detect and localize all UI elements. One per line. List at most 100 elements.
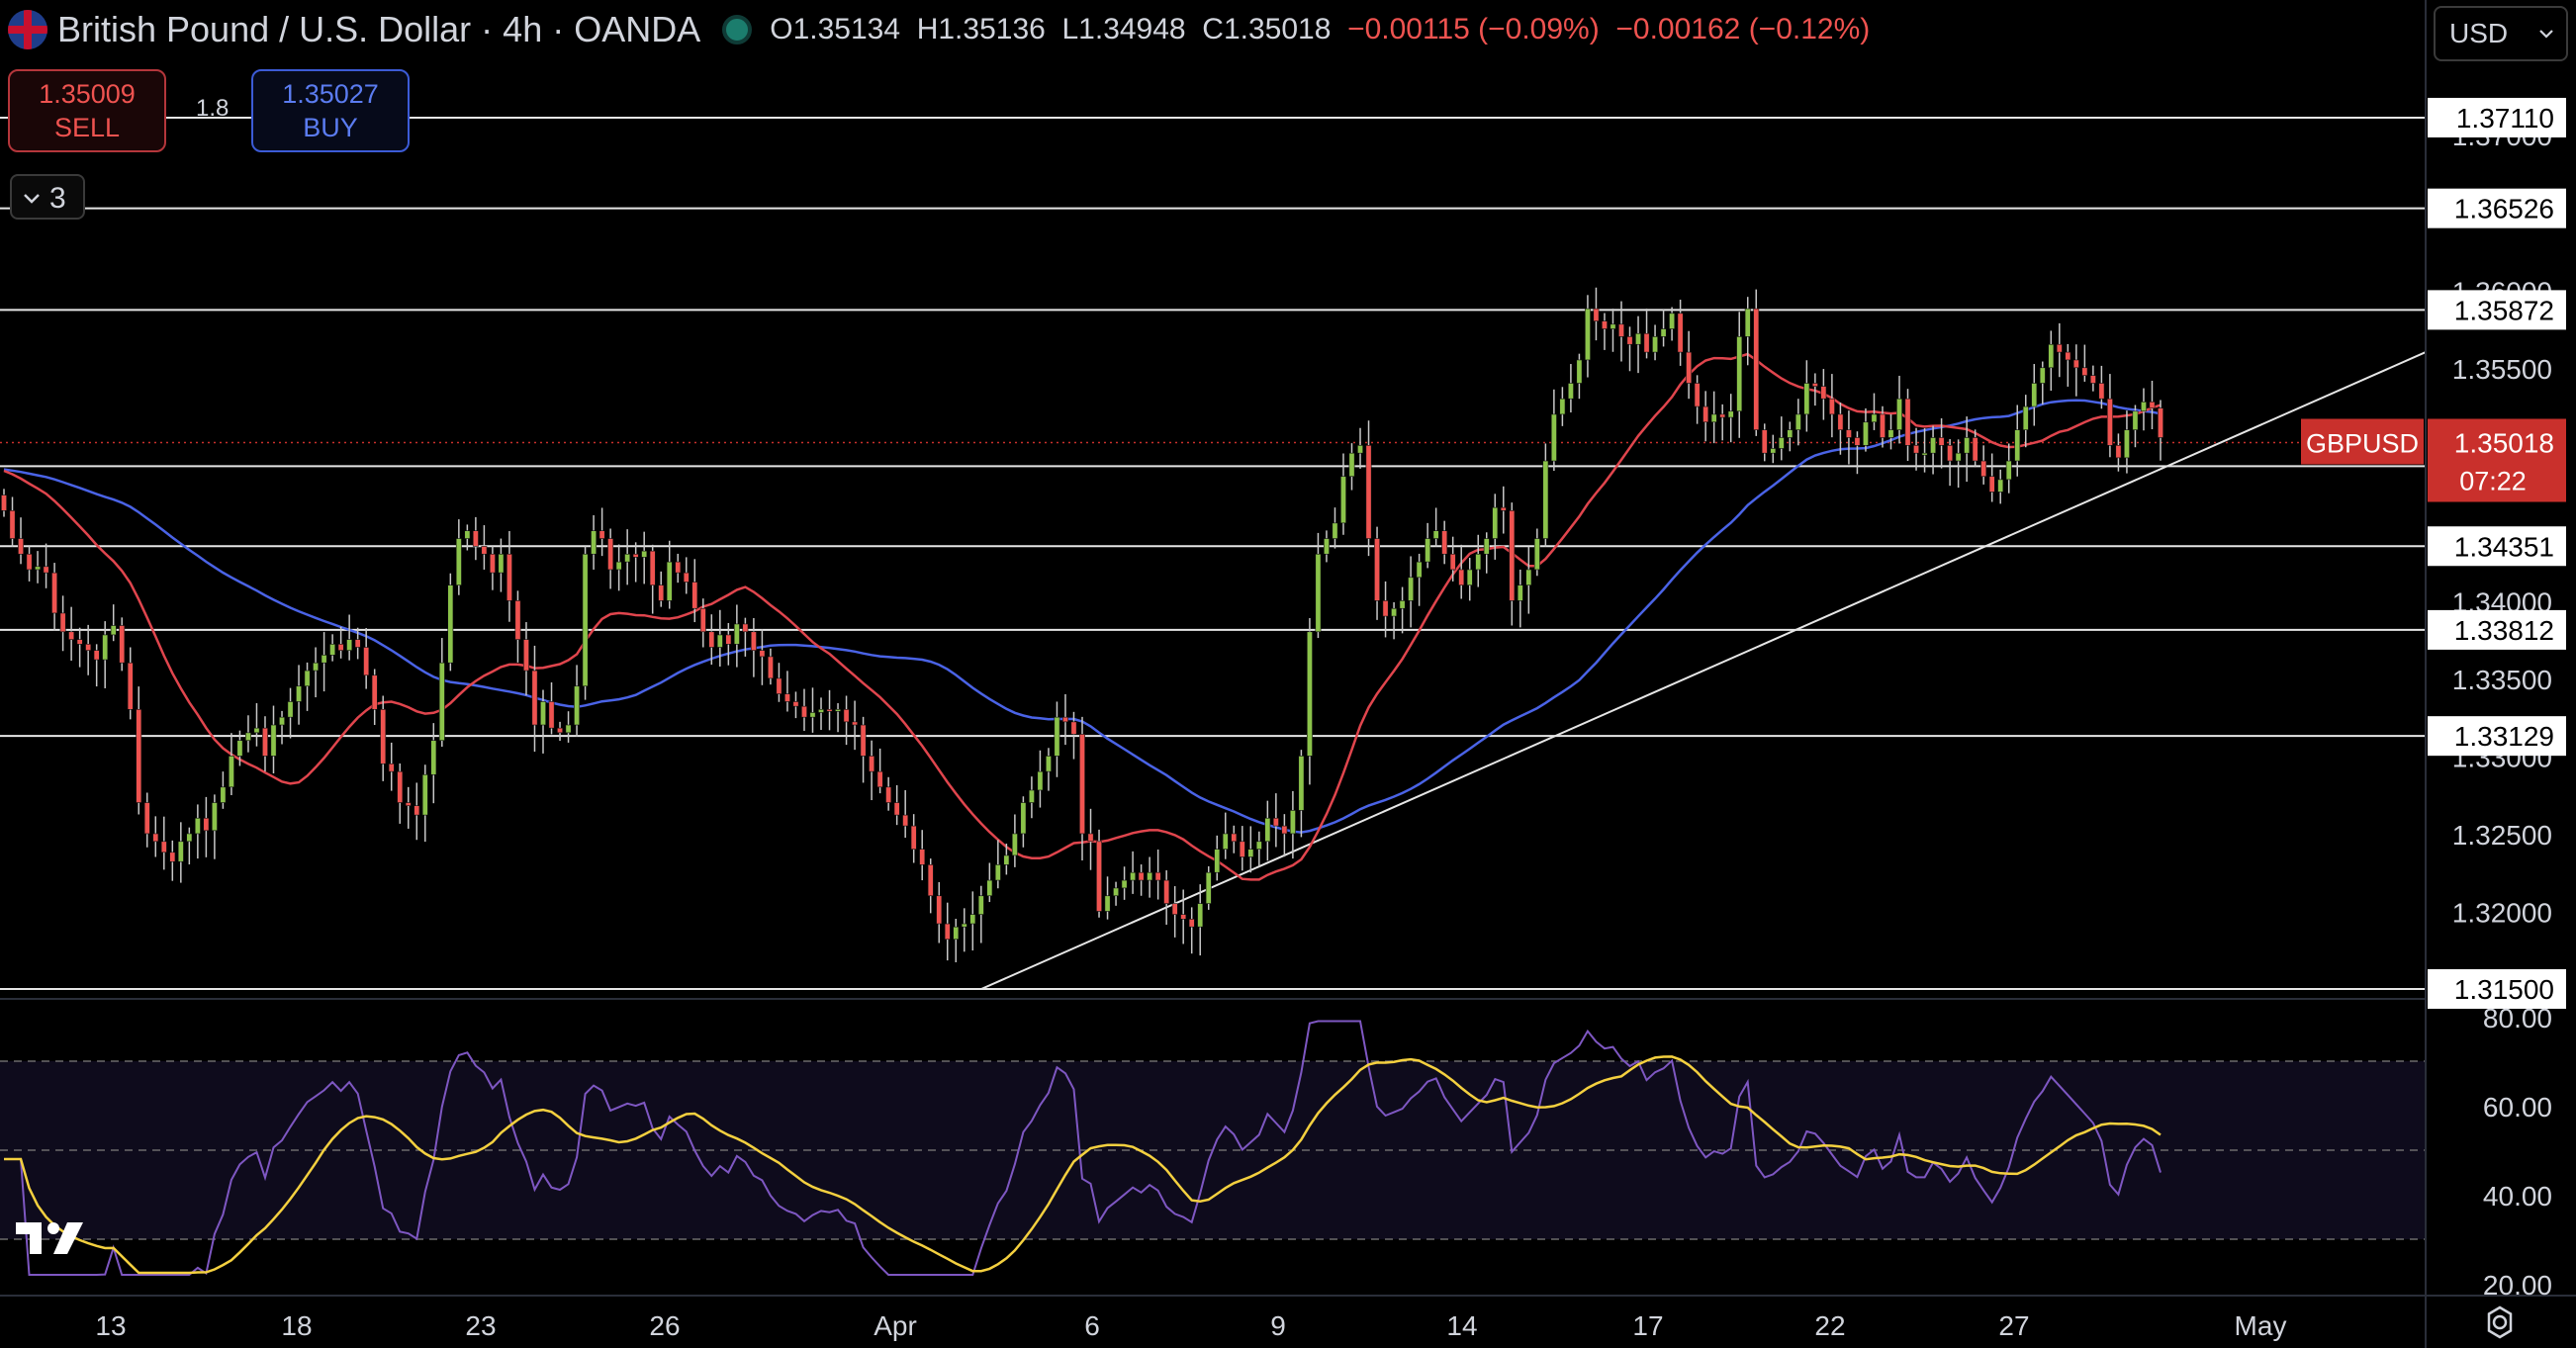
candle-body[interactable] bbox=[649, 550, 656, 585]
candle-body[interactable] bbox=[1770, 448, 1777, 454]
candle-body[interactable] bbox=[1255, 841, 1262, 850]
candle-body[interactable] bbox=[1559, 398, 1566, 415]
candle-body[interactable] bbox=[1483, 538, 1490, 555]
candle-body[interactable] bbox=[1096, 841, 1102, 912]
candle-body[interactable] bbox=[127, 662, 134, 710]
candle-body[interactable] bbox=[430, 740, 437, 775]
candle-body[interactable] bbox=[1794, 413, 1801, 430]
candle-body[interactable] bbox=[1425, 538, 1431, 563]
candle-body[interactable] bbox=[1441, 530, 1448, 555]
candle-body[interactable] bbox=[1466, 569, 1473, 585]
candle-body[interactable] bbox=[203, 817, 210, 832]
candle-body[interactable] bbox=[119, 625, 126, 664]
candle-body[interactable] bbox=[169, 852, 176, 862]
candle-body[interactable] bbox=[279, 716, 285, 726]
candle-body[interactable] bbox=[708, 631, 715, 648]
candle-body[interactable] bbox=[1306, 631, 1313, 757]
interval-label[interactable]: 4h bbox=[503, 9, 543, 49]
candle-body[interactable] bbox=[1980, 460, 1987, 478]
candle-body[interactable] bbox=[1298, 756, 1305, 811]
candle-body[interactable] bbox=[514, 600, 521, 640]
candle-body[interactable] bbox=[2132, 410, 2139, 430]
candle-body[interactable] bbox=[1382, 600, 1389, 617]
candle-body[interactable] bbox=[421, 773, 428, 816]
candle-body[interactable] bbox=[1618, 323, 1624, 337]
candle-body[interactable] bbox=[2106, 398, 2113, 446]
candle-body[interactable] bbox=[1837, 413, 1844, 430]
candle-body[interactable] bbox=[455, 538, 462, 585]
candle-body[interactable] bbox=[683, 572, 690, 583]
candle-body[interactable] bbox=[835, 709, 841, 712]
candle-body[interactable] bbox=[2072, 359, 2079, 369]
candle-body[interactable] bbox=[1231, 833, 1238, 843]
candle-body[interactable] bbox=[994, 864, 1001, 881]
candle-body[interactable] bbox=[927, 864, 934, 897]
candle-body[interactable] bbox=[329, 644, 336, 656]
candle-body[interactable] bbox=[1913, 445, 1919, 454]
candle-body[interactable] bbox=[607, 538, 614, 571]
candle-body[interactable] bbox=[2022, 405, 2029, 430]
candle-body[interactable] bbox=[489, 553, 496, 574]
candle-body[interactable] bbox=[270, 724, 277, 757]
candle-body[interactable] bbox=[1643, 332, 1650, 353]
candle-body[interactable] bbox=[936, 895, 943, 925]
candle-body[interactable] bbox=[405, 802, 412, 806]
candle-body[interactable] bbox=[1517, 584, 1523, 601]
candle-body[interactable] bbox=[1955, 452, 1962, 462]
candle-body[interactable] bbox=[110, 625, 117, 636]
candle-body[interactable] bbox=[1028, 789, 1035, 803]
candle-body[interactable] bbox=[1449, 553, 1456, 571]
candle-body[interactable] bbox=[548, 701, 555, 729]
candle-body[interactable] bbox=[876, 770, 883, 788]
candle-body[interactable] bbox=[792, 701, 799, 707]
candle-body[interactable] bbox=[18, 538, 24, 555]
candle-body[interactable] bbox=[852, 721, 859, 726]
candle-body[interactable] bbox=[1399, 600, 1406, 609]
candle-body[interactable] bbox=[354, 639, 361, 648]
candle-body[interactable] bbox=[1391, 607, 1398, 617]
candle-body[interactable] bbox=[143, 802, 150, 835]
candle-body[interactable] bbox=[1214, 849, 1221, 873]
candle-body[interactable] bbox=[186, 833, 193, 843]
candle-body[interactable] bbox=[59, 612, 66, 633]
candle-body[interactable] bbox=[1332, 522, 1338, 539]
candle-body[interactable] bbox=[767, 656, 774, 679]
candle-body[interactable] bbox=[2123, 429, 2130, 459]
candle-body[interactable] bbox=[1602, 320, 1608, 329]
candle-body[interactable] bbox=[885, 786, 892, 803]
candle-body[interactable] bbox=[716, 634, 723, 648]
candle-body[interactable] bbox=[1340, 476, 1346, 524]
candle-body[interactable] bbox=[1408, 577, 1415, 601]
candle-body[interactable] bbox=[414, 805, 420, 816]
candle-body[interactable] bbox=[1761, 429, 1768, 454]
candle-body[interactable] bbox=[1247, 849, 1254, 857]
candle-body[interactable] bbox=[1348, 452, 1355, 478]
candle-body[interactable] bbox=[1533, 538, 1540, 571]
candle-body[interactable] bbox=[725, 634, 732, 645]
candle-body[interactable] bbox=[809, 712, 816, 718]
candle-body[interactable] bbox=[1525, 569, 1532, 585]
indicators-toggle-button[interactable]: 3 bbox=[10, 174, 85, 220]
candle-body[interactable] bbox=[699, 607, 706, 633]
candle-body[interactable] bbox=[1652, 336, 1659, 353]
candle-body[interactable] bbox=[2056, 343, 2063, 353]
candle-body[interactable] bbox=[1239, 841, 1245, 857]
candle-body[interactable] bbox=[1264, 817, 1271, 843]
candle-body[interactable] bbox=[1205, 871, 1212, 904]
currency-selector[interactable]: USD bbox=[2434, 6, 2568, 61]
candle-body[interactable] bbox=[1357, 445, 1363, 454]
candle-body[interactable] bbox=[742, 623, 749, 633]
candle-body[interactable] bbox=[2115, 445, 2122, 459]
candle-body[interactable] bbox=[194, 817, 201, 835]
candle-body[interactable] bbox=[2005, 460, 2012, 481]
candle-body[interactable] bbox=[1003, 854, 1010, 865]
candle-body[interactable] bbox=[51, 572, 58, 614]
candle-body[interactable] bbox=[1921, 452, 1928, 456]
candle-body[interactable] bbox=[1660, 328, 1667, 337]
candle-body[interactable] bbox=[1289, 810, 1296, 835]
candle-body[interactable] bbox=[986, 879, 993, 897]
candle-body[interactable] bbox=[397, 770, 404, 803]
candle-body[interactable] bbox=[540, 701, 546, 726]
candle-body[interactable] bbox=[1803, 383, 1810, 415]
candle-body[interactable] bbox=[245, 732, 251, 742]
